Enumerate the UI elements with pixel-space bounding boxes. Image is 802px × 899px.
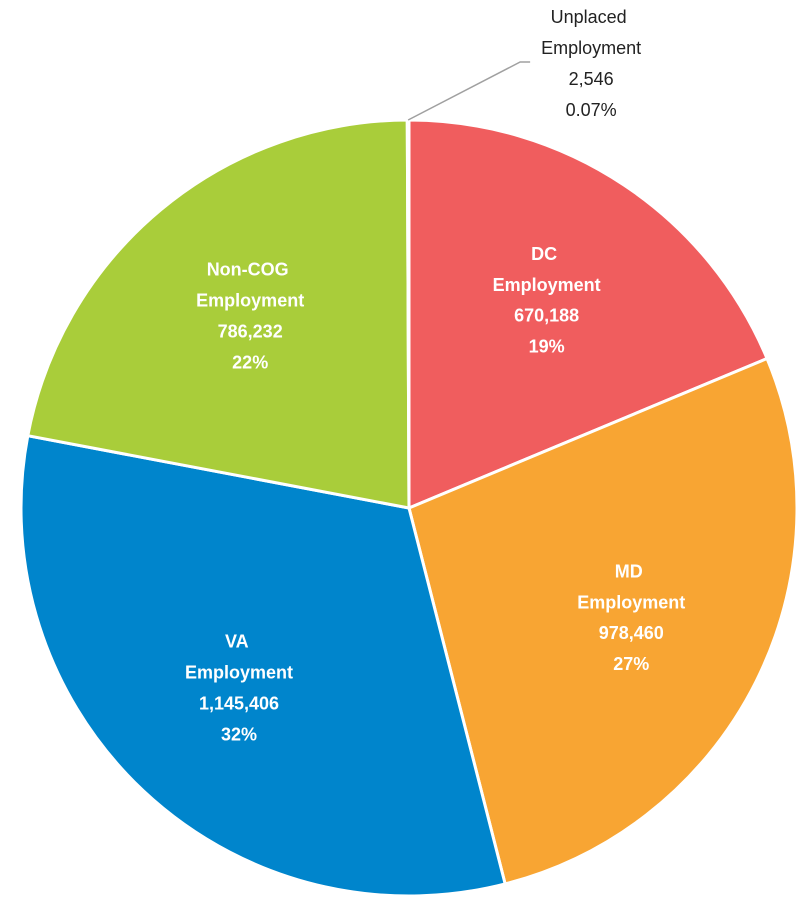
slice-value-label: 670,188 [514, 306, 579, 326]
slice-percent-label: 27% [613, 654, 649, 674]
pie-slice [26, 118, 411, 510]
slice-label: Non-COG Employment [196, 259, 304, 310]
slice-percent-label: 32% [221, 724, 257, 744]
slice-value-label: 2,546 [569, 69, 614, 89]
slice-label: DC Employment [493, 244, 601, 295]
slice-label: MD Employment [577, 561, 685, 612]
slice-value-label: 786,232 [218, 321, 283, 341]
leader-line [407, 61, 531, 121]
slice-percent-label: 22% [232, 352, 268, 372]
pie-slice [407, 118, 770, 511]
slice-percent-label: 19% [529, 337, 565, 357]
pie-slice [407, 356, 799, 886]
pie-slice [19, 433, 507, 898]
slice-percent-label: 0.07% [566, 100, 617, 120]
slice-value-label: 1,145,406 [199, 693, 279, 713]
slice-label: VA Employment [185, 631, 293, 682]
slice-label: Unplaced Employment [541, 7, 641, 58]
slice-value-label: 978,460 [599, 623, 664, 643]
pie-slice [405, 118, 411, 509]
